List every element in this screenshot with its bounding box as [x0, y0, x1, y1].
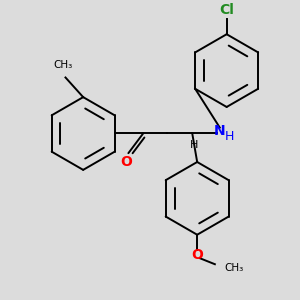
Text: O: O — [121, 155, 132, 169]
Text: H: H — [190, 140, 198, 150]
Text: Cl: Cl — [219, 3, 234, 17]
Text: O: O — [191, 248, 203, 262]
Text: CH₃: CH₃ — [225, 263, 244, 273]
Text: CH₃: CH₃ — [53, 60, 72, 70]
Text: H: H — [225, 130, 234, 143]
Text: N: N — [214, 124, 226, 138]
